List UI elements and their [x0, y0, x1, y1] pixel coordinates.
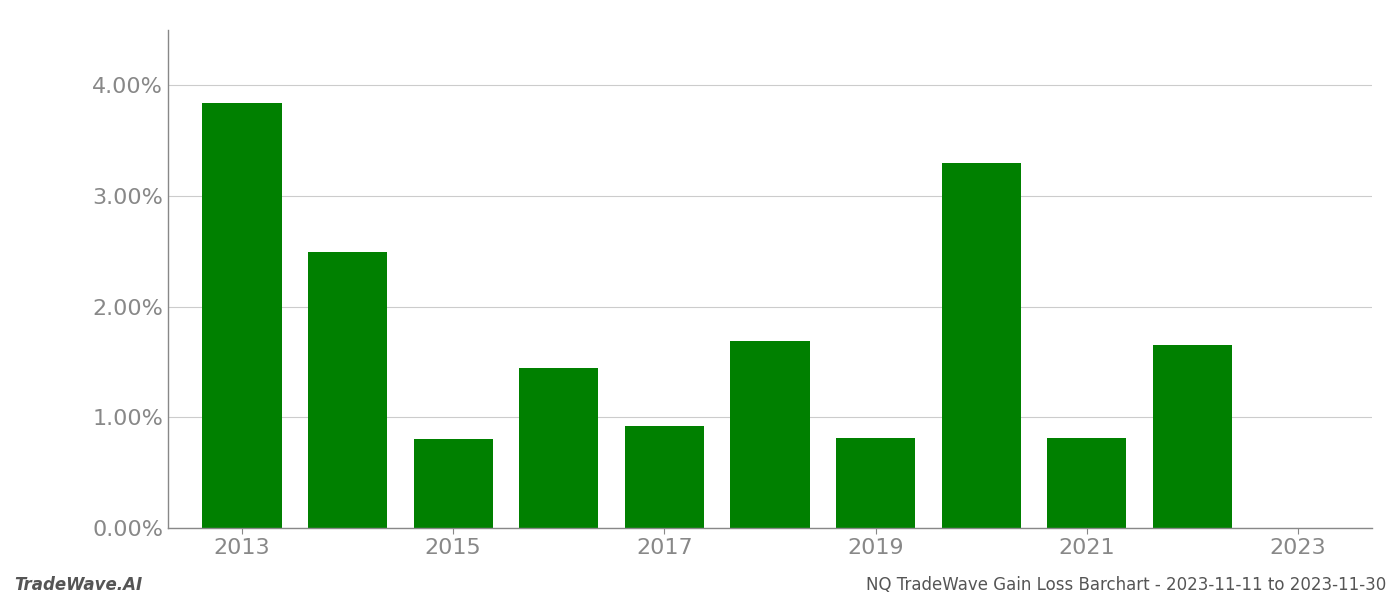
Bar: [203, 103, 281, 528]
Bar: [624, 426, 704, 528]
Bar: [1152, 346, 1232, 528]
Text: NQ TradeWave Gain Loss Barchart - 2023-11-11 to 2023-11-30: NQ TradeWave Gain Loss Barchart - 2023-1…: [865, 576, 1386, 594]
Bar: [1047, 439, 1127, 528]
Text: TradeWave.AI: TradeWave.AI: [14, 576, 143, 594]
Bar: [308, 253, 388, 528]
Bar: [731, 341, 809, 528]
Bar: [836, 439, 916, 528]
Bar: [942, 163, 1021, 528]
Bar: [413, 439, 493, 528]
Bar: [519, 368, 598, 528]
